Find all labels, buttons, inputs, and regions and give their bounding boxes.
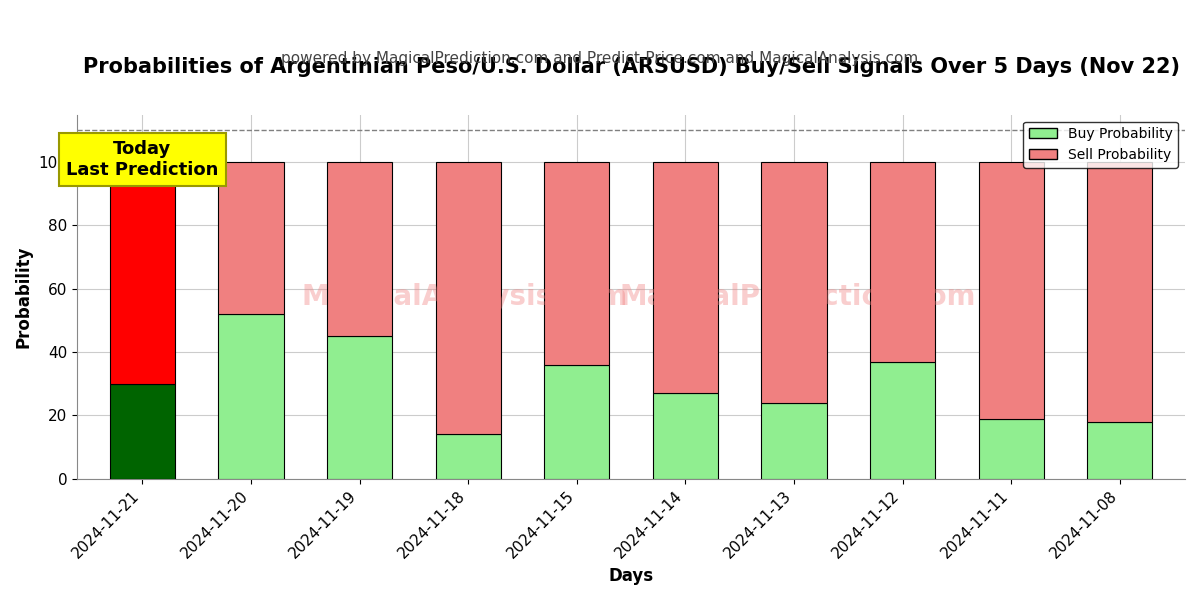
Bar [218, 314, 283, 479]
Text: Today
Last Prediction: Today Last Prediction [66, 140, 218, 179]
Text: powered by MagicalPrediction.com and Predict-Price.com and MagicalAnalysis.com: powered by MagicalPrediction.com and Pre… [281, 51, 919, 66]
Bar [109, 162, 175, 384]
Bar [436, 434, 500, 479]
Bar [436, 162, 500, 434]
Y-axis label: Probability: Probability [14, 245, 32, 348]
Bar [544, 365, 610, 479]
Bar [109, 384, 175, 479]
Bar [326, 337, 392, 479]
Legend: Buy Probability, Sell Probability: Buy Probability, Sell Probability [1024, 122, 1178, 167]
X-axis label: Days: Days [608, 567, 654, 585]
Bar [653, 162, 718, 394]
Text: MagicalAnalysis.com: MagicalAnalysis.com [301, 283, 628, 311]
Bar [762, 162, 827, 403]
Text: MagicalPrediction.com: MagicalPrediction.com [619, 283, 976, 311]
Bar [1087, 422, 1152, 479]
Bar [870, 162, 935, 362]
Bar [979, 419, 1044, 479]
Bar [544, 162, 610, 365]
Bar [1087, 162, 1152, 422]
Bar [762, 403, 827, 479]
Bar [870, 362, 935, 479]
Bar [653, 394, 718, 479]
Bar [979, 162, 1044, 419]
Bar [218, 162, 283, 314]
Bar [326, 162, 392, 337]
Title: Probabilities of Argentinian Peso/U.S. Dollar (ARSUSD) Buy/Sell Signals Over 5 D: Probabilities of Argentinian Peso/U.S. D… [83, 57, 1180, 77]
